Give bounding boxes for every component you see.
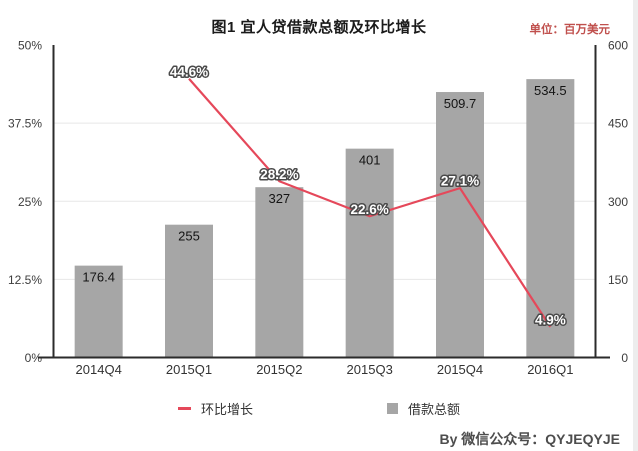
x-axis-label: 2015Q1 (166, 362, 212, 377)
bar-value-label: 534.5 (534, 83, 567, 98)
bar-value-label: 176.4 (82, 270, 115, 285)
bar-value-label: 401 (359, 153, 381, 168)
x-axis-label: 2014Q4 (76, 362, 122, 377)
unit-label: 单位：百万美元 (529, 24, 611, 36)
bar-value-label: 327 (268, 191, 290, 206)
chart-plot: 0% 12.5% 25% 37.5% 50% 0 150 300 450 600 176.4 255 3… (8, 40, 628, 377)
line-legend-marker-icon (177, 407, 191, 410)
right-axis-tick: 600 (608, 40, 628, 53)
x-axis-label: 2016Q1 (527, 362, 573, 377)
bar-2014Q4[interactable] (74, 265, 123, 358)
chart-title: 图1 宜人贷借款总额及环比增长 (211, 19, 427, 36)
legend-item-growth[interactable]: 环比增长 (177, 399, 253, 418)
left-axis-tick: 37.5% (8, 117, 42, 131)
x-axis-label: 2015Q4 (437, 362, 483, 377)
legend-label-growth: 环比增长 (200, 402, 253, 417)
line-value-label: 28.2% (260, 167, 298, 182)
bar-2016Q1[interactable] (526, 79, 575, 358)
left-axis-tick: 50% (18, 40, 42, 53)
line-value-label: 4.9% (535, 312, 566, 327)
left-axis-tick: 12.5% (8, 273, 42, 287)
bar-2015Q1[interactable] (165, 224, 213, 358)
bar-2015Q2[interactable] (255, 187, 304, 358)
legend-label-total: 借款总额 (408, 402, 461, 417)
chart-legend: 环比增长 借款总额 (0, 399, 638, 418)
x-axis-label: 2015Q3 (347, 362, 393, 377)
footer-credit: By 微信公众号：QYJEQYJE (439, 431, 621, 447)
left-axis-tick: 25% (18, 195, 42, 209)
right-axis-tick: 0 (621, 351, 628, 365)
growth-line[interactable] (188, 78, 552, 328)
legend-item-total[interactable]: 借款总额 (387, 399, 460, 418)
line-value-label: 44.6% (170, 64, 208, 79)
line-value-label: 22.6% (351, 202, 389, 217)
bar-value-label: 509.7 (444, 96, 477, 111)
line-value-label: 27.1% (441, 174, 479, 189)
bar-2015Q3[interactable] (345, 148, 394, 358)
right-axis-tick: 450 (608, 117, 628, 131)
right-axis-tick: 300 (608, 195, 628, 209)
x-axis-label: 2015Q2 (256, 362, 302, 377)
square-legend-marker-icon (387, 403, 398, 414)
bar-value-label: 255 (178, 229, 200, 244)
bar-2015Q4[interactable] (436, 92, 484, 358)
left-axis-tick: 0% (25, 351, 43, 365)
right-edge-strip (633, 0, 638, 451)
right-axis-tick: 150 (608, 273, 628, 287)
